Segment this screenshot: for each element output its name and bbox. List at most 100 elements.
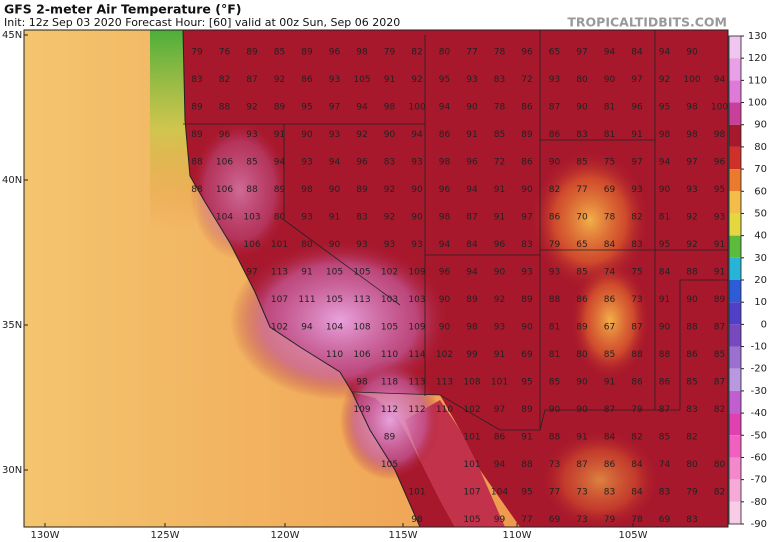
- lat-label: 45N: [2, 30, 22, 41]
- temperature-value: 90: [329, 240, 341, 250]
- colorbar-cell: [729, 146, 741, 170]
- temperature-value: 90: [659, 185, 671, 195]
- colorbar-cell: [729, 501, 741, 524]
- colorbar-cell: [729, 346, 741, 369]
- temperature-value: 93: [301, 158, 312, 168]
- lat-label: 35N: [2, 320, 22, 331]
- temperature-value: 90: [439, 295, 451, 305]
- temperature-value: 88: [521, 460, 533, 470]
- temperature-value: 89: [521, 295, 533, 305]
- temperature-value: 98: [384, 103, 396, 113]
- colorbar-cell: [729, 280, 741, 303]
- colorbar-cell: [729, 435, 741, 458]
- temperature-value: 86: [604, 460, 616, 470]
- temperature-value: 104: [216, 213, 233, 223]
- map-title: GFS 2-meter Air Temperature (°F): [4, 2, 241, 17]
- temperature-value: 82: [686, 433, 697, 443]
- temperature-value: 83: [686, 515, 697, 525]
- temperature-value: 76: [219, 48, 231, 58]
- temperature-value: 90: [659, 323, 671, 333]
- temperature-value: 80: [686, 460, 698, 470]
- temperature-value: 83: [191, 75, 202, 85]
- temperature-value: 94: [604, 48, 616, 58]
- temperature-value: 109: [353, 405, 370, 415]
- temperature-value: 90: [576, 378, 588, 388]
- temperature-value: 85: [576, 158, 587, 168]
- lon-label: 105W: [619, 530, 648, 541]
- temperature-value: 96: [219, 130, 231, 140]
- temperature-value: 82: [631, 433, 642, 443]
- temperature-value: 90: [521, 185, 533, 195]
- temperature-value: 90: [411, 185, 423, 195]
- temperature-value: 84: [631, 460, 643, 470]
- temperature-value: 92: [356, 130, 367, 140]
- temperature-value: 101: [271, 240, 288, 250]
- temperature-value: 92: [274, 75, 285, 85]
- temperature-value: 97: [631, 75, 642, 85]
- borders: [183, 30, 728, 431]
- colorbar-label: 60: [754, 186, 767, 197]
- temperature-value: 90: [686, 48, 698, 58]
- temperature-value: 83: [356, 213, 367, 223]
- temperature-value: 90: [466, 103, 478, 113]
- mountain-zone: [570, 260, 650, 380]
- lon-label: 125W: [151, 530, 180, 541]
- temperature-value: 81: [604, 130, 615, 140]
- temperature-value: 90: [384, 130, 396, 140]
- temperature-value: 67: [604, 323, 615, 333]
- temperature-value: 109: [408, 268, 425, 278]
- lon-label: 110W: [503, 530, 532, 541]
- temperature-value: 88: [631, 350, 643, 360]
- colorbar-label: 120: [748, 53, 767, 64]
- temperature-value: 105: [326, 295, 343, 305]
- colorbar-label: 0: [761, 319, 767, 330]
- temperature-value: 95: [521, 378, 532, 388]
- temperature-value: 94: [329, 158, 341, 168]
- temperature-value: 93: [494, 323, 505, 333]
- temperature-value: 82: [549, 185, 560, 195]
- temperature-value: 95: [439, 75, 450, 85]
- temperature-value: 96: [439, 268, 451, 278]
- temperature-value: 91: [604, 378, 615, 388]
- temperature-value: 90: [686, 295, 698, 305]
- temperature-value: 94: [274, 158, 286, 168]
- temperature-value: 94: [494, 460, 506, 470]
- hot-zone: [340, 360, 440, 480]
- temperature-value: 88: [246, 185, 258, 195]
- temperature-value: 82: [714, 405, 725, 415]
- temperature-value: 88: [219, 103, 231, 113]
- temperature-value: 96: [439, 185, 451, 195]
- colorbar-label: -30: [751, 386, 767, 397]
- temperature-value: 93: [549, 75, 560, 85]
- temperature-value: 93: [384, 240, 395, 250]
- colorbar-cell: [729, 479, 741, 502]
- temperature-value: 84: [604, 240, 616, 250]
- temperature-value: 85: [686, 378, 697, 388]
- temperature-value: 109: [408, 323, 425, 333]
- temperature-value: 93: [329, 130, 340, 140]
- colorbar-label: 90: [754, 120, 767, 131]
- temperature-value: 98: [659, 130, 671, 140]
- temperature-value: 95: [301, 103, 312, 113]
- temperature-value: 100: [408, 103, 425, 113]
- temperature-value: 80: [576, 75, 588, 85]
- temperature-value: 65: [576, 240, 587, 250]
- colorbar-cell: [729, 390, 741, 414]
- temperature-value: 97: [494, 405, 505, 415]
- temperature-value: 85: [246, 158, 257, 168]
- temperature-value: 87: [604, 405, 615, 415]
- temperature-value: 89: [246, 48, 258, 58]
- colorbar-label: 100: [748, 98, 767, 109]
- temperature-value: 93: [714, 213, 725, 223]
- temperature-value: 89: [301, 48, 313, 58]
- mountain-zone: [530, 150, 650, 290]
- temperature-value: 72: [521, 75, 532, 85]
- colorbar-label: 10: [754, 297, 767, 308]
- colorbar-label: 40: [754, 231, 767, 242]
- temperature-value: 99: [466, 350, 478, 360]
- temperature-value: 86: [686, 350, 698, 360]
- colorbar-cell: [729, 80, 741, 103]
- temperature-value: 72: [494, 158, 505, 168]
- temperature-value: 91: [714, 240, 725, 250]
- colorbar-label: 30: [754, 253, 767, 264]
